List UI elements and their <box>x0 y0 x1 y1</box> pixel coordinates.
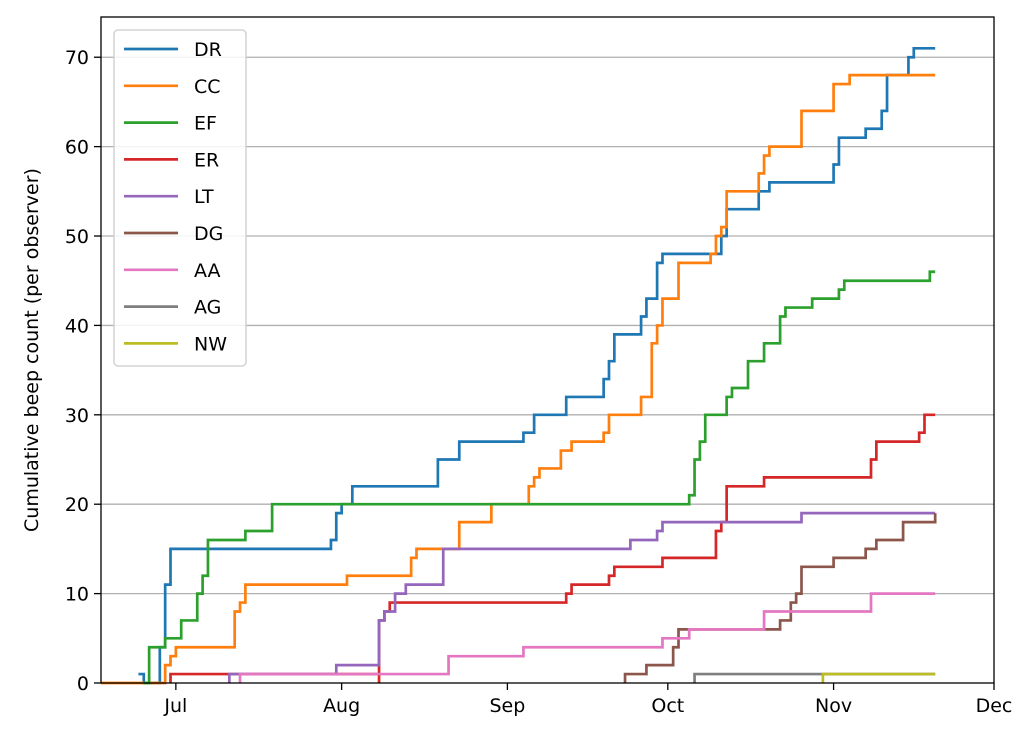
legend-label-aa: AA <box>194 260 221 282</box>
y-tick-label: 10 <box>65 584 89 606</box>
x-tick-label: Oct <box>651 695 684 717</box>
y-tick-label: 40 <box>65 315 89 337</box>
plot-frame <box>100 16 995 684</box>
x-tick-label: Nov <box>815 695 852 717</box>
series-line-cc <box>101 73 936 685</box>
x-axis-ticks: Jul Aug Sep Oct Nov Dec <box>163 683 1012 717</box>
y-tick-label: 0 <box>77 673 89 695</box>
y-tick-label: 50 <box>65 226 89 248</box>
x-tick-label: Jul <box>163 695 187 717</box>
series-line-ef <box>143 270 936 685</box>
series-line-dr <box>138 46 936 685</box>
series-line-nw <box>821 672 936 683</box>
series-line-lt <box>227 511 936 683</box>
legend: DR CC EF ER LT DG AA AG NW <box>113 29 247 367</box>
y-tick-label: 30 <box>65 405 89 427</box>
legend-label-ag: AG <box>194 297 221 319</box>
y-axis-ticks: 0 10 20 30 40 50 60 70 <box>65 47 101 695</box>
x-tick-label: Sep <box>489 695 525 717</box>
y-tick-label: 70 <box>65 47 89 69</box>
y-axis-label: Cumulative beep count (per observer) <box>21 168 43 532</box>
y-tick-label: 20 <box>65 494 89 516</box>
legend-frame <box>113 29 247 367</box>
series-lines <box>101 46 937 685</box>
legend-label-nw: NW <box>194 333 227 355</box>
x-tick-label: Aug <box>323 695 360 717</box>
series-line-dg <box>623 513 937 683</box>
legend-label-dg: DG <box>194 223 223 245</box>
y-tick-label: 60 <box>65 137 89 159</box>
legend-label-lt: LT <box>194 186 214 208</box>
series-line-aa <box>238 592 936 683</box>
x-tick-label: Dec <box>976 695 1013 717</box>
legend-label-cc: CC <box>194 76 221 98</box>
legend-label-er: ER <box>194 149 219 171</box>
legend-label-dr: DR <box>194 39 222 61</box>
legend-label-ef: EF <box>194 113 217 135</box>
